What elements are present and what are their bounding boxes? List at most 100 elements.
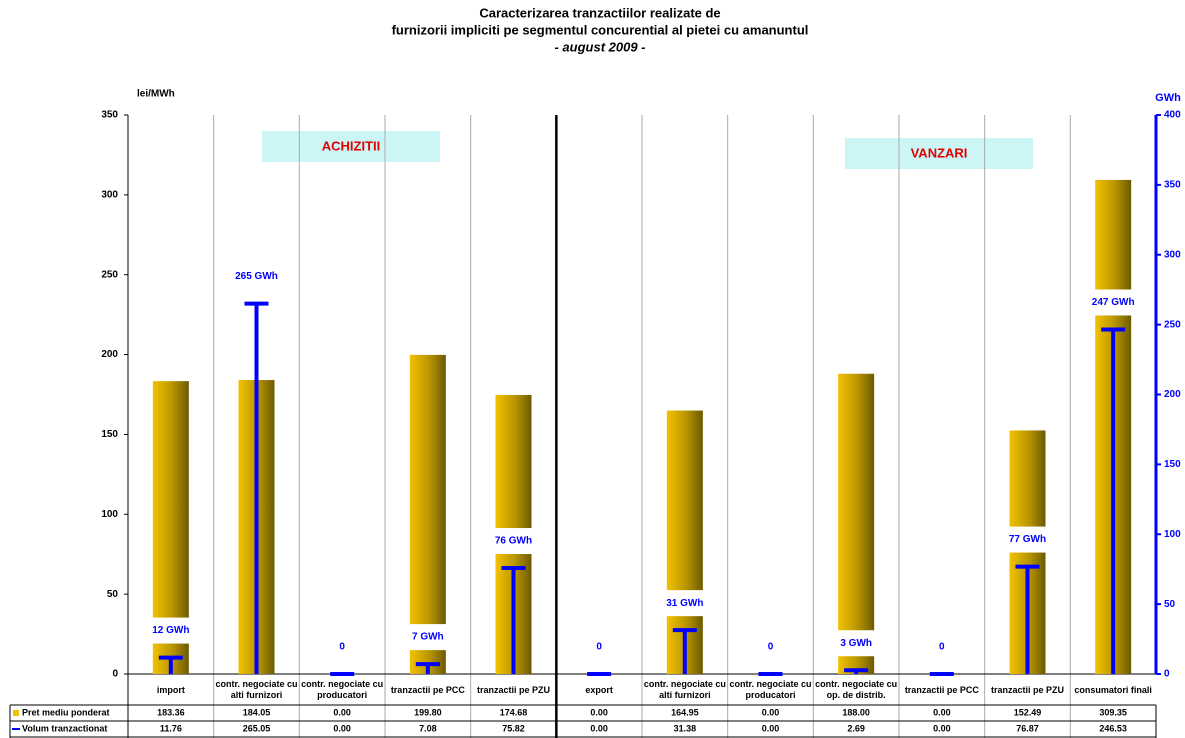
y2-axis-label: GWh (1155, 92, 1181, 104)
table-cell: 0.00 (762, 723, 780, 733)
table-cell: 152.49 (1014, 707, 1042, 717)
table-cell: 0.00 (933, 723, 951, 733)
table-cell: 188.00 (842, 707, 870, 717)
table-cell: 75.82 (502, 723, 525, 733)
table-cell: 265.05 (243, 723, 271, 733)
y2-tick-label: 300 (1164, 249, 1181, 260)
data-label: 0 (596, 642, 602, 653)
x-tick-label: contr. negociate cu producatori (729, 679, 812, 700)
table-cell: 0.00 (762, 707, 780, 717)
label-box (644, 590, 725, 617)
x-tick-label-box: import (156, 684, 185, 695)
data-label: 0 (339, 642, 345, 653)
label-box (1073, 289, 1154, 316)
bar (409, 354, 446, 674)
data-label: 3 GWh (840, 638, 872, 649)
y-tick-label: 250 (101, 269, 118, 280)
table-cell: 199.80 (414, 707, 442, 717)
x-tick-label: contr. negociate cu alti furnizori (643, 679, 726, 700)
y-tick-label: 50 (107, 589, 119, 600)
bar (838, 373, 875, 674)
x-tick-label-box: tranzactii pe PCC (390, 684, 465, 695)
x-tick-label: consumatori finali (1074, 684, 1152, 695)
table-cell: 164.95 (671, 707, 699, 717)
chart-subtitle: - august 2009 - (554, 39, 645, 54)
legend-label: Volum tranzactionat (22, 723, 107, 733)
y-tick-label: 150 (101, 429, 118, 440)
x-tick-label-box: contr. negociate cu producatori (301, 679, 384, 700)
x-tick-label: tranzactii pe PCC (904, 684, 979, 695)
y2-tick-label: 150 (1164, 459, 1181, 470)
table-cell: 309.35 (1099, 707, 1127, 717)
data-label: 7 GWh (412, 632, 444, 643)
x-tick-label-box: export (585, 684, 613, 695)
data-label: 265 GWh (235, 271, 278, 282)
label-box (387, 624, 468, 651)
data-label: 0 (939, 642, 945, 653)
y-tick-label: 0 (112, 669, 118, 680)
data-label: 77 GWh (1009, 534, 1046, 545)
data-label: 31 GWh (666, 598, 703, 609)
table-cell: 76.87 (1016, 723, 1039, 733)
table-cell: 183.36 (157, 707, 185, 717)
chart-title: furnizorii impliciti pe segmentul concur… (392, 22, 809, 37)
x-tick-label: export (585, 684, 613, 695)
table-cell: 174.68 (500, 707, 528, 717)
x-tick-label: import (156, 684, 185, 695)
label-box (216, 263, 297, 290)
chart-title: Caracterizarea tranzactiilor realizate d… (479, 5, 720, 20)
y-tick-label: 350 (101, 110, 118, 121)
y2-tick-label: 350 (1164, 180, 1181, 191)
annotation: ACHIZITII (322, 138, 381, 153)
label-box (302, 634, 383, 660)
y2-tick-label: 0 (1164, 669, 1170, 680)
data-label: 76 GWh (495, 536, 532, 547)
legend-label: Pret mediu ponderat (22, 707, 110, 717)
y-tick-label: 300 (101, 189, 118, 200)
x-tick-label: tranzactii pe PZU (476, 684, 550, 695)
table-cell: 11.76 (160, 723, 182, 733)
data-label: 12 GWh (152, 625, 189, 636)
y2-tick-label: 100 (1164, 529, 1181, 540)
x-tick-label-box: contr. negociate cu op. de distrib. (815, 679, 898, 700)
y2-tick-label: 250 (1164, 319, 1181, 330)
data-label: 247 GWh (1092, 297, 1135, 308)
x-tick-label-box: contr. negociate cu alti furnizori (215, 679, 298, 700)
label-box (987, 526, 1068, 553)
y2-tick-label: 50 (1164, 599, 1176, 610)
x-tick-label-box: tranzactii pe PZU (476, 684, 550, 695)
table-cell: 246.53 (1099, 723, 1127, 733)
y-axis-label: lei/MWh (137, 89, 175, 100)
y-tick-label: 100 (101, 509, 118, 520)
x-tick-label: contr. negociate cu producatori (301, 679, 384, 700)
x-tick-label: contr. negociate cu alti furnizori (215, 679, 298, 700)
y-tick-label: 200 (101, 349, 118, 360)
table-cell: 31.38 (674, 723, 697, 733)
data-label: 0 (768, 642, 774, 653)
x-tick-label-box: contr. negociate cu producatori (729, 679, 812, 700)
x-tick-label: tranzactii pe PZU (990, 684, 1064, 695)
table-cell: 0.00 (590, 723, 608, 733)
x-tick-label-box: tranzactii pe PZU (990, 684, 1064, 695)
table-cell: 2.69 (847, 723, 865, 733)
table-cell: 0.00 (590, 707, 608, 717)
table-cell: 7.08 (419, 723, 437, 733)
annotation: VANZARI (911, 145, 968, 160)
label-box (473, 528, 554, 555)
table-cell: 0.00 (333, 723, 351, 733)
x-tick-label-box: tranzactii pe PCC (904, 684, 979, 695)
annotation-box (262, 131, 440, 162)
x-tick-label: tranzactii pe PCC (390, 684, 465, 695)
label-box (130, 617, 211, 644)
label-box (559, 634, 640, 660)
table-cell: 0.00 (333, 707, 351, 717)
label-box (901, 634, 982, 660)
x-tick-label-box: consumatori finali (1074, 684, 1152, 695)
legend-swatch (13, 710, 19, 716)
y2-tick-label: 400 (1164, 110, 1181, 121)
label-box (730, 634, 811, 660)
table-cell: 0.00 (933, 707, 951, 717)
y2-tick-label: 200 (1164, 389, 1181, 400)
x-tick-label: contr. negociate cu op. de distrib. (815, 679, 898, 700)
